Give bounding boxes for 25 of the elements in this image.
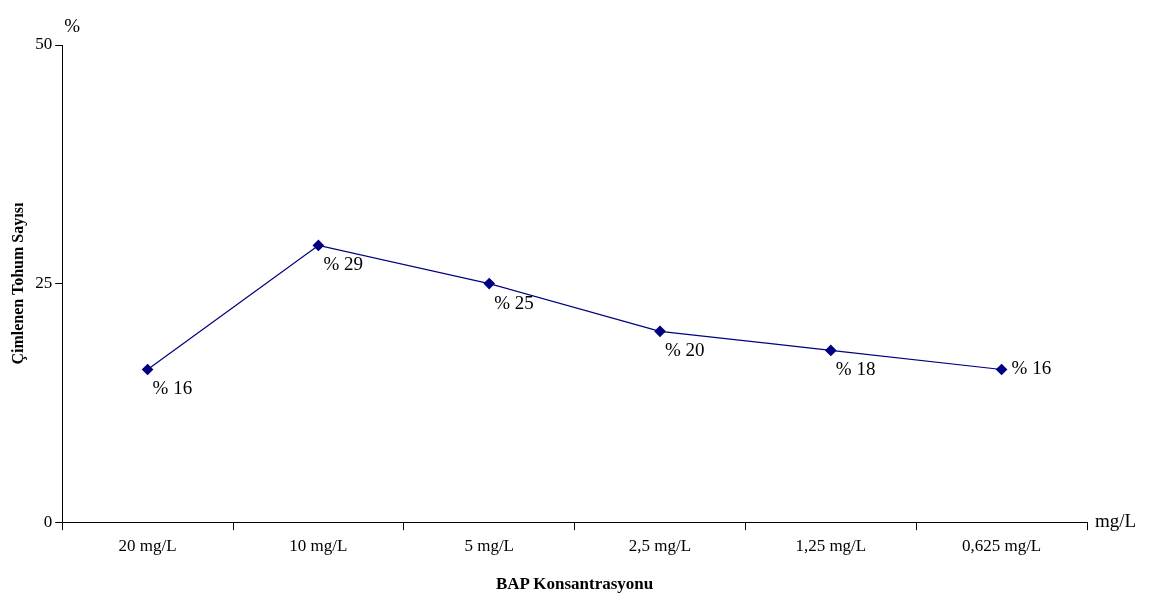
y-tick-label: 0 [43,511,53,531]
data-label: % 29 [323,253,363,275]
point [142,363,154,376]
data-label: % 25 [494,291,534,313]
data-label: % 18 [835,358,876,380]
data-label: % 20 [665,339,705,361]
x-tick-label: 2,5 mg/L [628,535,692,555]
x-tick-label: 0,625 mg/L [961,535,1042,555]
text: mg/L [1095,510,1137,532]
x-tick-label: 1,25 mg/L [795,535,867,555]
point [996,363,1008,376]
point [654,325,666,337]
data-label: % 16 [152,377,193,399]
y-axis-title: Çimlenen Tohum Sayısı [8,202,27,365]
data-label: % 16 [1011,357,1052,379]
x-tick-label: 20 mg/L [118,535,177,555]
point [312,239,324,252]
point [825,344,837,357]
y-tick-label: 50 [35,34,53,54]
x-tick-label: 10 mg/L [289,535,348,555]
text: % [64,15,81,37]
y-tick-label: 25 [35,273,53,293]
point [483,278,495,290]
x-tick-label: 5 mg/L [464,535,514,555]
x-axis-title: BAP Konsantrasyonu [495,574,654,594]
